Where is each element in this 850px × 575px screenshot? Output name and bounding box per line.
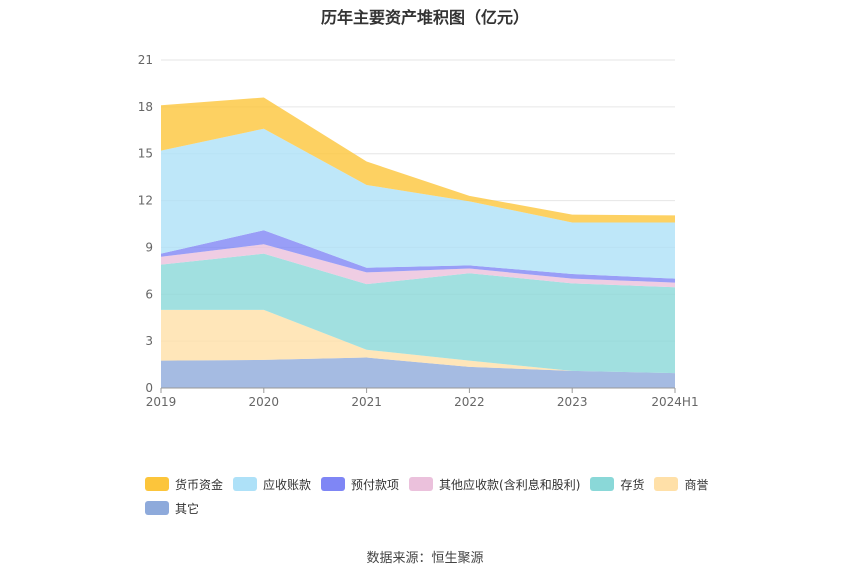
area-series-6[interactable]: [161, 97, 675, 223]
legend-item[interactable]: 预付款项: [321, 472, 399, 496]
legend-item[interactable]: 货币资金: [145, 472, 223, 496]
x-tick-label: 2024H1: [651, 395, 698, 409]
x-tick-label: 2022: [454, 395, 485, 409]
area-series-4[interactable]: [161, 230, 675, 283]
axis-layer: 0 3 6 9 12 15 18 21 2019 2020 2021 2022 2023 2024H1: [138, 53, 699, 409]
y-tick-label: 6: [145, 287, 153, 301]
legend-swatch: [590, 477, 615, 491]
x-tick-label: 2023: [557, 395, 588, 409]
legend-item[interactable]: 应收账款: [233, 472, 311, 496]
legend-swatch: [145, 501, 169, 515]
y-tick-label: 18: [138, 100, 153, 114]
area-layer: [161, 97, 675, 388]
legend-label: 货币资金: [175, 477, 224, 492]
x-tick-label: 2019: [146, 395, 177, 409]
stacked-area-chart: 0 3 6 9 12 15 18 21 2019 2020 2021 2022 2023 2024H1: [138, 53, 699, 409]
x-tick-label: 2020: [249, 395, 280, 409]
legend-label: 应收账款: [263, 477, 312, 492]
x-tick-label: 2021: [351, 395, 382, 409]
legend-swatch: [145, 477, 169, 491]
chart-legend: 货币资金 应收账款 预付款项 其他应收款(含利息和股利) 存货 商誉其它: [145, 472, 745, 520]
area-series-1[interactable]: [161, 309, 675, 374]
area-series-0[interactable]: [161, 357, 675, 388]
y-tick-label: 0: [145, 381, 153, 395]
legend-item[interactable]: 其他应收款(含利息和股利): [409, 472, 580, 496]
y-tick-label: 9: [145, 240, 153, 254]
chart-title: 历年主要资产堆积图（亿元）: [320, 8, 529, 27]
legend-label: 预付款项: [351, 477, 400, 492]
legend-item[interactable]: 商誉: [654, 472, 708, 496]
y-tick-label: 15: [138, 147, 153, 161]
legend-swatch: [233, 477, 258, 491]
legend-swatch: [654, 477, 679, 491]
y-tick-label: 3: [145, 334, 153, 348]
legend-label: 其他应收款(含利息和股利): [439, 477, 581, 492]
area-series-5[interactable]: [161, 128, 675, 279]
area-series-3[interactable]: [161, 244, 675, 288]
area-series-2[interactable]: [161, 253, 675, 374]
source-note: 数据来源：恒生聚源: [366, 551, 484, 566]
legend-swatch: [321, 477, 346, 491]
legend-item[interactable]: 其它: [145, 496, 199, 520]
y-tick-label: 12: [138, 194, 153, 208]
legend-swatch: [409, 477, 434, 491]
legend-label: 其它: [175, 501, 200, 516]
legend-item[interactable]: 存货: [590, 472, 644, 496]
legend-label: 存货: [620, 477, 645, 492]
y-tick-label: 21: [138, 53, 153, 67]
legend-label: 商誉: [684, 477, 709, 492]
